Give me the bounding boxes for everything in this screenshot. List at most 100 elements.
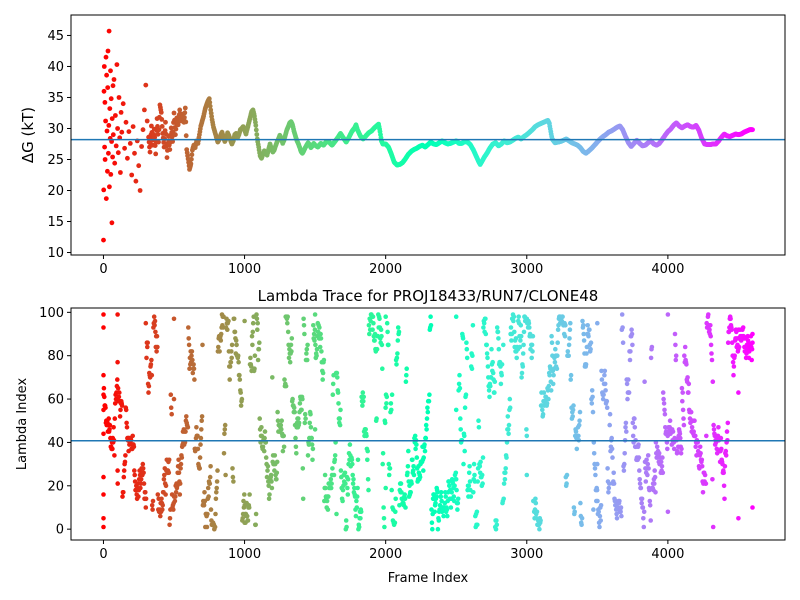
lambda-point: [740, 325, 746, 330]
lambda-point: [307, 420, 313, 426]
lambda-point: [659, 464, 665, 469]
lambda-point: [592, 466, 598, 471]
lambda-point: [218, 331, 224, 337]
lambda-point: [308, 411, 313, 417]
lambda-point: [662, 407, 667, 413]
lambda-point: [172, 498, 178, 504]
lambda-point: [609, 435, 614, 441]
lambda-point: [529, 355, 534, 361]
lambda-point: [540, 407, 545, 413]
lambda-point: [673, 353, 679, 359]
lambda-point: [199, 414, 205, 419]
lambda-point: [374, 346, 380, 352]
lambda-point: [213, 496, 219, 502]
delta-g-point: [101, 187, 107, 193]
lambda-point: [649, 344, 655, 350]
lambda-point: [306, 442, 312, 447]
lambda-point: [115, 385, 121, 391]
lambda-point: [728, 316, 733, 322]
lambda-x-tick-label: 1000: [228, 547, 261, 562]
lambda-point: [253, 522, 258, 528]
lambda-point: [567, 336, 572, 341]
lambda-point: [453, 477, 459, 482]
lambda-point: [358, 516, 363, 521]
lambda-point: [264, 474, 270, 480]
delta-g-x-tick-label: 1000: [228, 262, 261, 277]
lambda-point: [246, 505, 252, 510]
delta-g-point: [106, 28, 112, 34]
lambda-point: [725, 340, 731, 346]
lambda-point: [252, 366, 257, 372]
lambda-point: [602, 381, 608, 387]
lambda-point: [351, 477, 356, 482]
lambda-point: [630, 420, 636, 426]
lambda-point: [678, 451, 684, 456]
lambda-point: [641, 524, 647, 530]
lambda-point: [546, 383, 552, 389]
delta-g-y-axis-label: ΔG (kT): [19, 107, 37, 163]
lambda-point: [637, 468, 642, 473]
lambda-point: [441, 513, 446, 519]
lambda-point: [660, 455, 665, 460]
lambda-trace-title: Lambda Trace for PROJ18433/RUN7/CLONE48: [258, 287, 599, 305]
lambda-point: [462, 448, 468, 454]
lambda-point: [160, 507, 165, 512]
lambda-point: [571, 505, 577, 510]
lambda-point: [278, 422, 284, 428]
lambda-point: [229, 342, 235, 348]
lambda-point: [647, 498, 653, 504]
lambda-point: [384, 394, 390, 400]
lambda-point: [507, 405, 513, 411]
lambda-point: [518, 333, 524, 339]
lambda-point: [597, 524, 602, 530]
delta-g-y-tick-label: 35: [47, 91, 64, 106]
lambda-point: [112, 401, 118, 406]
lambda-point: [566, 353, 571, 359]
lambda-point: [549, 340, 555, 346]
lambda-point: [555, 340, 560, 346]
lambda-point: [365, 477, 371, 482]
lambda-point: [150, 498, 156, 504]
lambda-point: [423, 435, 429, 441]
lambda-point: [397, 503, 402, 508]
lambda-point: [645, 472, 650, 478]
lambda-point: [349, 457, 355, 463]
lambda-point: [293, 444, 299, 450]
lambda-point: [387, 466, 393, 471]
lambda-point: [448, 505, 454, 510]
lambda-point: [392, 520, 398, 525]
lambda-point: [521, 329, 527, 335]
lambda-point: [328, 477, 334, 482]
lambda-point: [637, 481, 643, 486]
delta-g-point: [149, 123, 154, 129]
delta-g-points: [101, 28, 755, 243]
delta-g-point: [144, 118, 150, 124]
lambda-point: [115, 481, 120, 486]
lambda-point: [477, 464, 483, 469]
lambda-point: [637, 477, 642, 482]
lambda-point: [402, 492, 408, 497]
lambda-point: [228, 359, 234, 365]
lambda-point: [470, 323, 476, 328]
lambda-point: [317, 325, 322, 330]
delta-g-point: [122, 145, 127, 151]
delta-g-point: [253, 123, 259, 128]
lambda-point: [350, 481, 356, 486]
lambda-point: [208, 507, 214, 512]
lambda-point: [567, 327, 573, 333]
delta-g-point: [118, 170, 123, 175]
lambda-y-tick-label: 100: [39, 306, 64, 321]
lambda-point: [508, 325, 514, 330]
lambda-point: [250, 329, 256, 335]
delta-g-point: [147, 149, 153, 155]
lambda-point: [240, 516, 245, 521]
lambda-point: [597, 513, 603, 519]
lambda-point: [486, 388, 492, 393]
lambda-point: [588, 346, 593, 352]
delta-g-point: [113, 113, 118, 118]
lambda-point: [291, 405, 297, 411]
lambda-point: [488, 383, 493, 389]
lambda-point: [186, 336, 191, 341]
lambda-point: [167, 522, 172, 528]
lambda-point: [572, 509, 577, 515]
